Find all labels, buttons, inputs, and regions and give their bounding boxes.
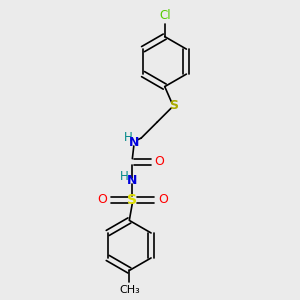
Text: S: S bbox=[127, 193, 137, 207]
Text: N: N bbox=[127, 174, 137, 187]
Text: O: O bbox=[158, 194, 168, 206]
Text: Cl: Cl bbox=[159, 9, 170, 22]
Text: S: S bbox=[169, 99, 178, 112]
Text: CH₃: CH₃ bbox=[119, 285, 140, 295]
Text: H: H bbox=[120, 170, 128, 183]
Text: H: H bbox=[124, 131, 133, 144]
Text: O: O bbox=[154, 155, 164, 168]
Text: O: O bbox=[97, 194, 107, 206]
Text: N: N bbox=[129, 136, 139, 149]
